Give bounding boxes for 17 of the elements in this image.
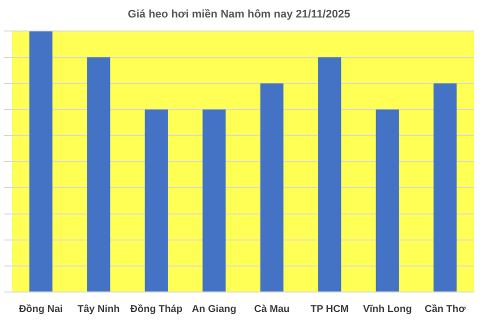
chart-title: Giá heo hơi miền Nam hôm nay 21/11/2025 (128, 8, 350, 21)
x-tick-label: Đồng Nai (18, 304, 64, 315)
bar (144, 109, 168, 292)
bar (260, 83, 284, 292)
x-tick-label: Cần Thơ (424, 304, 467, 315)
bar (376, 109, 399, 292)
x-tick-label: Vĩnh Long (362, 304, 412, 315)
bar (29, 31, 52, 292)
x-tick-label: Tây Ninh (78, 304, 120, 315)
bar (434, 83, 457, 292)
bar (202, 109, 226, 292)
x-tick-label: Cà Mau (254, 304, 290, 315)
x-tick-label: An Giang (192, 304, 236, 315)
bar (87, 57, 110, 292)
x-tick-label: TP HCM (310, 304, 349, 315)
bar (318, 57, 342, 292)
x-tick-label: Đồng Tháp (130, 304, 182, 315)
